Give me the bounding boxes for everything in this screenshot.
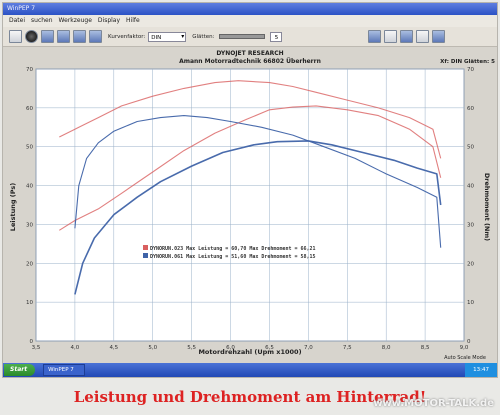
x-tick-label: 7,0 [304, 345, 313, 351]
taskbar-clock: 13:47 [465, 363, 497, 377]
legend-entry-2: DYNORUN.061 Max Leistung = 51,60 Max Dre… [150, 254, 316, 260]
series-group [59, 80, 442, 295]
settings-icon[interactable] [416, 30, 430, 43]
plot-background [35, 68, 465, 342]
watermark: www.MOTOR-TALK.de [373, 398, 494, 409]
window-titlebar[interactable]: WinPEP 7 [3, 3, 497, 15]
x-tick-label: 6,5 [265, 345, 274, 351]
overlay-icon[interactable] [73, 30, 86, 43]
kurvenfaktor-select[interactable]: DIN [148, 31, 187, 42]
x-tick-label: 8,0 [382, 345, 391, 351]
ticks: 3,5 4,0 4,5 5,0 5,5 6,0 6,5 7,0 7,5 8,0 8,5 9,00 010… [26, 67, 474, 351]
series-line-dynorun-023-power [59, 105, 442, 231]
y-tick-label-left: 70 [26, 67, 33, 73]
compare-icon[interactable] [89, 30, 102, 43]
chart-header-1: DYNOJET RESEARCH [216, 50, 283, 57]
y-axis-right-label: Drehmoment (Nm) [483, 173, 491, 241]
glatten-slider[interactable] [219, 34, 266, 39]
chart-header-2: Amann Motorradtechnik 66802 Überherrn [179, 58, 321, 65]
help-icon[interactable] [432, 30, 446, 43]
print-icon[interactable] [368, 30, 382, 43]
menu-suchen[interactable]: suchen [31, 17, 53, 24]
y-tick-label-left: 30 [26, 222, 33, 228]
toolbar: Kurvenfaktor: DIN Glätten: 5 [3, 27, 497, 47]
copy-icon[interactable] [384, 30, 398, 43]
y-tick-label-left: 0 [30, 339, 34, 345]
menu-datei[interactable]: Datei [9, 17, 26, 24]
y-tick-label-right: 10 [467, 300, 474, 306]
menu-display[interactable]: Display [97, 17, 121, 24]
photo-caption: Leistung und Drehmoment am Hinterrad! [73, 388, 427, 406]
y-tick-label-left: 10 [26, 300, 33, 306]
x-axis-label: Motordrehzahl (Upm x1000) [198, 348, 301, 356]
y-tick-label-right: 0 [467, 339, 471, 345]
y-axis-left-label: Leistung (Ps) [9, 183, 17, 231]
y-tick-label-left: 20 [26, 261, 33, 267]
legend-swatch-2 [143, 253, 148, 258]
y-tick-label-right: 30 [467, 222, 474, 228]
taskbar: Start WinPEP 7 13:47 [3, 363, 497, 377]
dyno-chart: 3,5 4,0 4,5 5,0 5,5 6,0 6,5 7,0 7,5 8,0 8,5 9,00 010… [3, 47, 497, 361]
y-tick-label-right: 50 [467, 145, 474, 151]
x-tick-label: 9,0 [460, 345, 469, 351]
y-tick-label-left: 40 [26, 184, 33, 190]
zoom-icon[interactable] [400, 30, 414, 43]
taskbar-app-button[interactable]: WinPEP 7 [43, 364, 85, 376]
y-tick-label-left: 60 [26, 106, 33, 112]
legend-entry-1: DYNORUN.023 Max Leistung = 60,70 Max Dre… [150, 246, 316, 252]
graph-icon[interactable] [57, 30, 70, 43]
kurvenfaktor-value: DIN [151, 34, 162, 41]
y-tick-label-right: 60 [467, 106, 474, 112]
window-title: WinPEP 7 [7, 5, 36, 12]
plot-area: 3,5 4,0 4,5 5,0 5,5 6,0 6,5 7,0 7,5 8,0 8,5 9,0 0 0 10… [3, 47, 497, 361]
x-tick-label: 8,5 [421, 345, 430, 351]
series-line-dynorun-061-power [74, 140, 442, 295]
record-icon[interactable] [25, 30, 38, 43]
menu-werkzeuge[interactable]: Werkzeuge [58, 17, 92, 24]
x-tick-label: 5,5 [187, 345, 196, 351]
y-tick-label-right: 70 [467, 67, 474, 73]
x-tick-label: 4,0 [71, 345, 80, 351]
new-file-icon[interactable] [9, 30, 22, 43]
series-line-dynorun-023-torque [59, 80, 442, 159]
menu-bar: Datei suchen Werkzeuge Display Hilfe [3, 15, 497, 27]
start-button[interactable]: Start [4, 364, 36, 376]
open-run-icon[interactable] [41, 30, 54, 43]
kurvenfaktor-label: Kurvenfaktor: [108, 33, 146, 40]
grid [35, 68, 465, 342]
legend: DYNORUN.023 Max Leistung = 60,70 Max Dre… [143, 245, 316, 260]
series-line-dynorun-061-torque [74, 115, 442, 248]
menu-hilfe[interactable]: Hilfe [126, 17, 140, 24]
y-tick-label-right: 20 [467, 261, 474, 267]
mode-status: Auto Scale Mode [444, 355, 486, 361]
y-tick-label-left: 50 [26, 145, 33, 151]
x-tick-label: 3,5 [32, 345, 41, 351]
x-tick-label: 4,5 [109, 345, 118, 351]
x-tick-label: 6,0 [226, 345, 235, 351]
y-tick-label-right: 40 [467, 184, 474, 190]
glatten-label: Glätten: [192, 33, 215, 40]
glatten-value[interactable]: 5 [270, 31, 283, 42]
app-window: WinPEP 7 Datei suchen Werkzeuge Display … [2, 2, 498, 378]
x-tick-label: 7,5 [343, 345, 352, 351]
legend-swatch-1 [143, 245, 148, 250]
x-tick-label: 5,0 [148, 345, 157, 351]
chart-top-right: Xf: DIN Glätten: 5 [440, 59, 495, 65]
